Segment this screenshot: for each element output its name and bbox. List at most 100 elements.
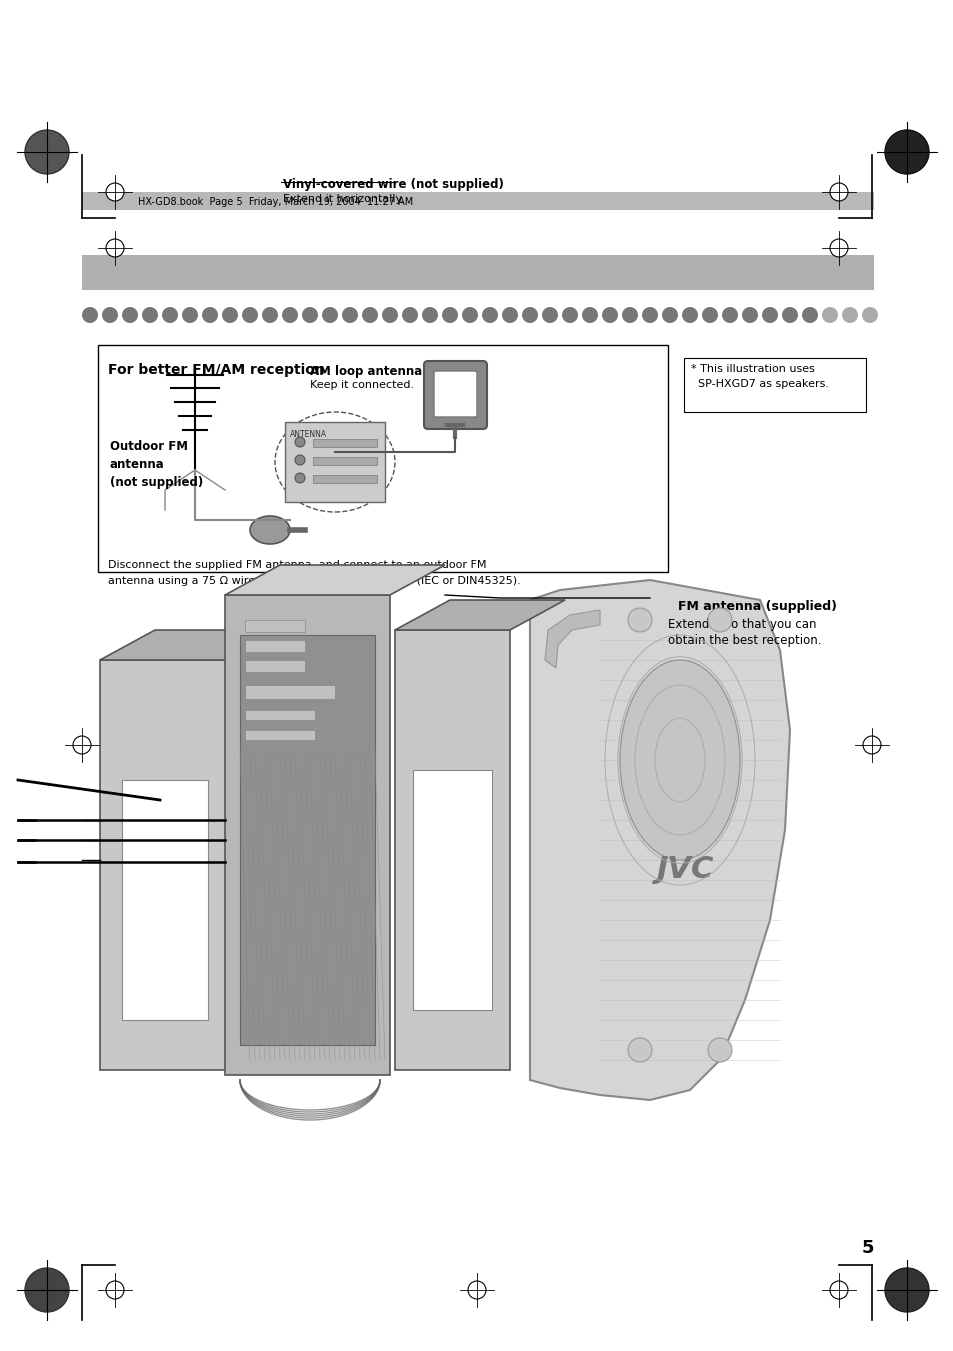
Circle shape [829,1281,847,1300]
Circle shape [641,307,658,323]
Circle shape [481,307,497,323]
Circle shape [701,307,718,323]
Circle shape [242,307,257,323]
Text: antenna using a 75 Ω wire with coaxial type connector (IEC or DIN45325).: antenna using a 75 Ω wire with coaxial t… [108,576,520,586]
Polygon shape [225,594,390,1075]
Text: Vinyl-covered wire (not supplied): Vinyl-covered wire (not supplied) [283,178,503,190]
Circle shape [601,307,618,323]
Text: * This illustration uses: * This illustration uses [690,363,814,374]
FancyBboxPatch shape [245,661,305,671]
Circle shape [25,130,69,174]
Circle shape [106,239,124,257]
Circle shape [761,307,778,323]
FancyBboxPatch shape [245,711,314,720]
Circle shape [884,1269,928,1312]
Polygon shape [530,580,789,1100]
Polygon shape [395,600,564,630]
FancyBboxPatch shape [245,640,305,653]
Circle shape [841,307,857,323]
Text: Disconnect the supplied FM antenna, and connect to an outdoor FM: Disconnect the supplied FM antenna, and … [108,561,486,570]
Circle shape [884,130,928,174]
Circle shape [282,307,297,323]
Circle shape [341,307,357,323]
Circle shape [801,307,817,323]
Circle shape [361,307,377,323]
Polygon shape [395,630,510,1070]
Circle shape [581,307,598,323]
Polygon shape [100,661,230,1070]
Circle shape [294,455,305,465]
Polygon shape [230,630,285,1070]
Circle shape [106,182,124,201]
Text: obtain the best reception.: obtain the best reception. [667,634,821,647]
FancyBboxPatch shape [122,780,208,1020]
Circle shape [721,307,738,323]
Circle shape [441,307,457,323]
Circle shape [541,307,558,323]
Circle shape [401,307,417,323]
Text: ANTENNA: ANTENNA [290,430,327,439]
Circle shape [468,1281,485,1300]
Circle shape [302,307,317,323]
Circle shape [82,307,98,323]
FancyBboxPatch shape [683,358,865,412]
Circle shape [829,182,847,201]
Circle shape [25,1269,69,1312]
Circle shape [322,307,337,323]
FancyBboxPatch shape [313,439,376,447]
Circle shape [621,307,638,323]
FancyBboxPatch shape [313,457,376,465]
Circle shape [501,307,517,323]
Circle shape [142,307,158,323]
Circle shape [681,307,698,323]
Circle shape [421,307,437,323]
Circle shape [294,473,305,484]
Circle shape [707,1038,731,1062]
Circle shape [661,307,678,323]
FancyBboxPatch shape [82,255,873,290]
Circle shape [862,307,877,323]
Text: For better FM/AM reception: For better FM/AM reception [108,363,324,377]
FancyBboxPatch shape [285,422,385,503]
Polygon shape [225,565,444,594]
Circle shape [294,436,305,447]
Ellipse shape [619,661,740,861]
FancyBboxPatch shape [82,192,873,209]
Text: Keep it connected.: Keep it connected. [310,380,414,390]
Text: JVC: JVC [656,855,713,885]
Polygon shape [544,611,599,667]
FancyBboxPatch shape [413,770,492,1011]
Circle shape [122,307,138,323]
Circle shape [102,307,118,323]
Circle shape [741,307,758,323]
Circle shape [521,307,537,323]
Text: HX-GD8.book  Page 5  Friday, March 19, 2004  11:27 AM: HX-GD8.book Page 5 Friday, March 19, 200… [138,197,413,207]
FancyBboxPatch shape [313,476,376,484]
FancyBboxPatch shape [245,620,305,632]
Circle shape [627,1038,651,1062]
FancyBboxPatch shape [423,361,486,430]
Circle shape [707,608,731,632]
Circle shape [862,736,880,754]
Text: AM loop antenna: AM loop antenna [310,365,422,378]
Circle shape [262,307,277,323]
Circle shape [781,307,797,323]
Circle shape [627,608,651,632]
FancyBboxPatch shape [245,685,335,698]
Circle shape [561,307,578,323]
Polygon shape [100,630,285,661]
Circle shape [162,307,178,323]
Ellipse shape [250,516,290,544]
FancyBboxPatch shape [240,635,375,1046]
Circle shape [202,307,218,323]
Circle shape [829,239,847,257]
Text: Extend it horizontally.: Extend it horizontally. [283,195,404,204]
Circle shape [182,307,198,323]
Text: 5: 5 [861,1239,873,1256]
Text: SP-HXGD7 as speakers.: SP-HXGD7 as speakers. [690,380,828,389]
Circle shape [106,1281,124,1300]
Circle shape [821,307,837,323]
FancyBboxPatch shape [98,345,667,571]
Text: Extend it so that you can: Extend it so that you can [667,617,816,631]
Circle shape [461,307,477,323]
